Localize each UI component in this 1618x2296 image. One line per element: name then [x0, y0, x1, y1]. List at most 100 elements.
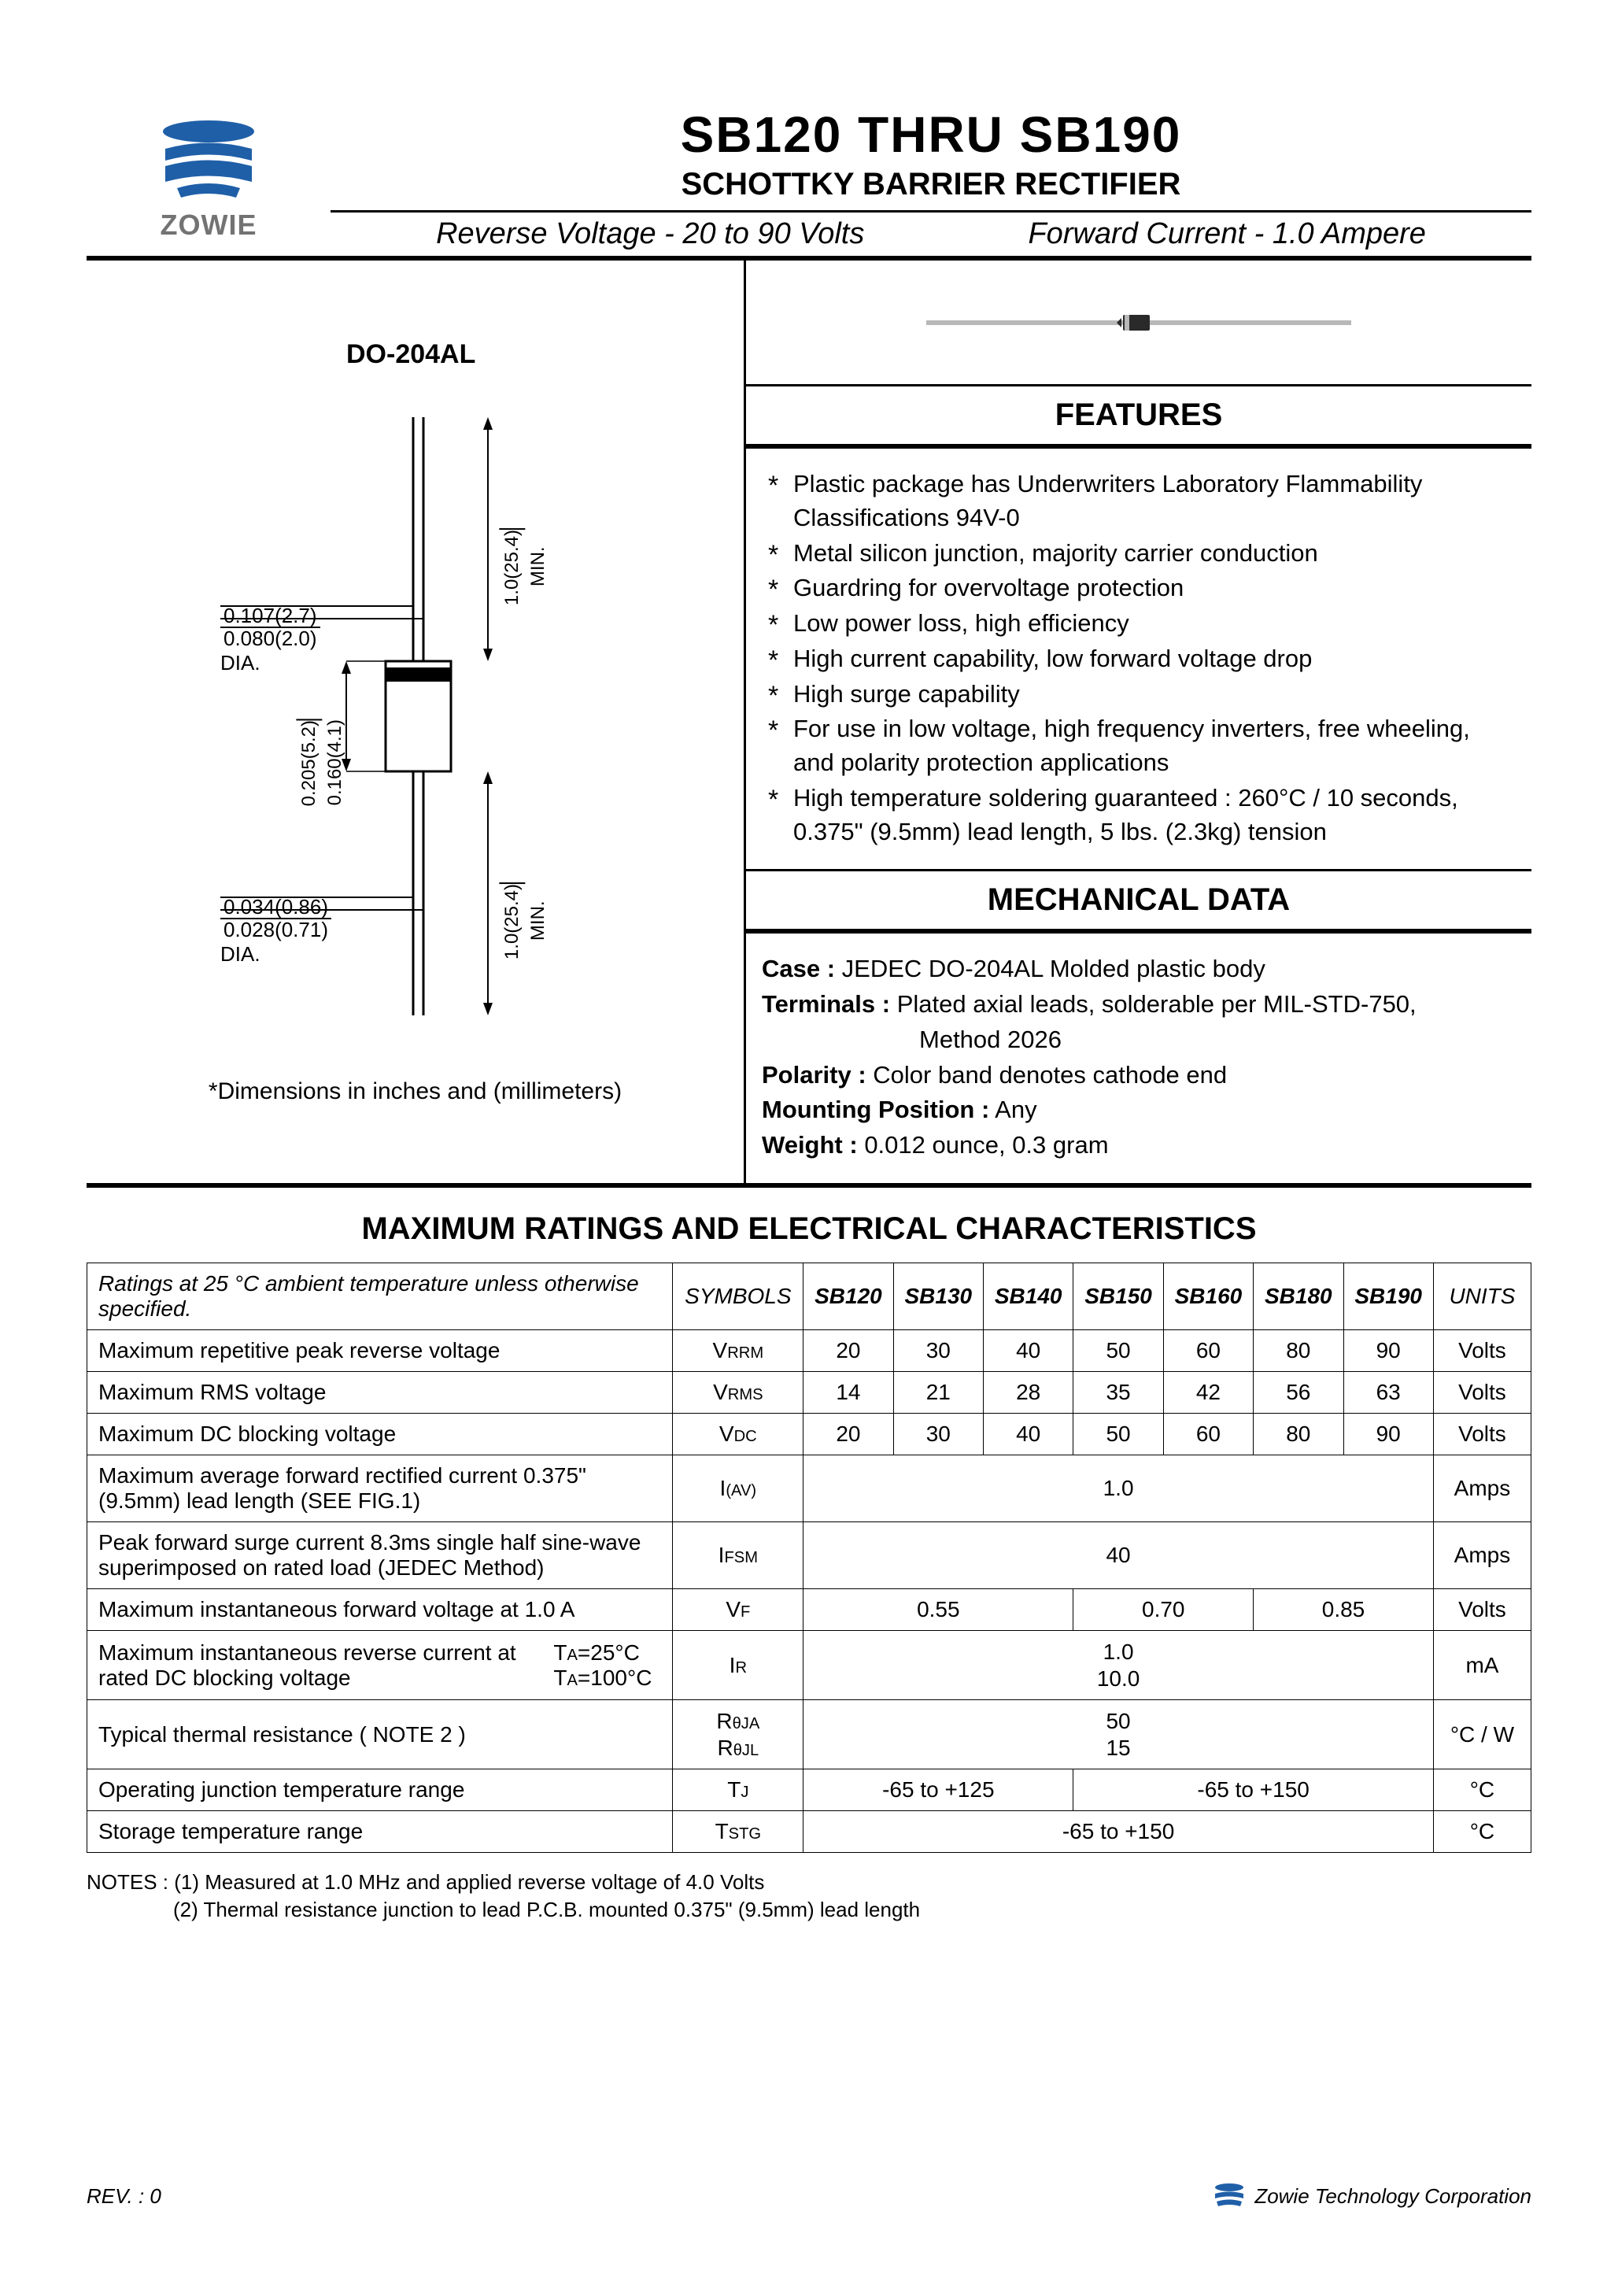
package-column: DO-204AL — [87, 261, 746, 1183]
datasheet-page: ZOWIE SB120 THRU SB190 SCHOTTKY BARRIER … — [0, 0, 1618, 2296]
features-body: Plastic package has Underwriters Laborat… — [746, 449, 1531, 869]
table-row: Peak forward surge current 8.3ms single … — [87, 1522, 1531, 1589]
package-name: DO-204AL — [346, 339, 728, 370]
table-row: Maximum average forward rectified curren… — [87, 1455, 1531, 1522]
symbol-cell: TSTG — [673, 1811, 803, 1853]
symbol-cell: IR — [673, 1631, 803, 1700]
value-cell: 42 — [1163, 1372, 1253, 1414]
value-cell: 1.0 — [803, 1455, 1434, 1522]
symbol-cell: RθJARθJL — [673, 1700, 803, 1769]
feature-item: Guardring for overvoltage protection — [762, 571, 1508, 605]
mechanical-body: Case : JEDEC DO-204AL Molded plastic bod… — [746, 934, 1531, 1183]
unit-cell: °C — [1433, 1811, 1531, 1853]
revision: REV. : 0 — [87, 2184, 161, 2209]
unit-cell: Volts — [1433, 1414, 1531, 1455]
ratings-title: MAXIMUM RATINGS AND ELECTRICAL CHARACTER… — [87, 1183, 1531, 1263]
title-block: SB120 THRU SB190 SCHOTTKY BARRIER RECTIF… — [331, 102, 1531, 256]
desc-cell: Maximum repetitive peak reverse voltage — [87, 1330, 673, 1372]
features-list: Plastic package has Underwriters Laborat… — [762, 468, 1508, 849]
dim-dia2-label: DIA. — [220, 942, 260, 966]
mechanical-title: MECHANICAL DATA — [746, 869, 1531, 934]
symbol-cell: VRRM — [673, 1330, 803, 1372]
logo-icon — [150, 117, 268, 204]
table-row: Maximum instantaneous reverse current at… — [87, 1631, 1531, 1700]
value-cell: 90 — [1343, 1330, 1433, 1372]
desc-cell: Peak forward surge current 8.3ms single … — [87, 1522, 673, 1589]
desc-cell: Operating junction temperature range — [87, 1769, 673, 1811]
logo: ZOWIE — [87, 102, 331, 256]
value-cell: 40 — [984, 1414, 1073, 1455]
unit-cell: °C / W — [1433, 1700, 1531, 1769]
value-cell: 1.010.0 — [803, 1631, 1434, 1700]
value-cell: 60 — [1163, 1330, 1253, 1372]
dim-body-width: 0.205(5.2)0.160(4.1) — [296, 719, 348, 806]
header: ZOWIE SB120 THRU SB190 SCHOTTKY BARRIER … — [87, 102, 1531, 261]
header-part: SB190 — [1343, 1263, 1433, 1330]
dim-dia-label: DIA. — [220, 651, 260, 675]
header-part: SB150 — [1073, 1263, 1163, 1330]
feature-item: High current capability, low forward vol… — [762, 642, 1508, 676]
feature-item: Plastic package has Underwriters Laborat… — [762, 468, 1508, 535]
header-units: UNITS — [1433, 1263, 1531, 1330]
value-cell: 50 — [1073, 1414, 1163, 1455]
value-cell: 5015 — [803, 1700, 1434, 1769]
desc-cell: Storage temperature range — [87, 1811, 673, 1853]
header-part: SB160 — [1163, 1263, 1253, 1330]
header-note-cell: Ratings at 25 °C ambient temperature unl… — [87, 1263, 673, 1330]
feature-item: High surge capability — [762, 678, 1508, 712]
dim-lead-dia: 0.107(2.7)0.080(2.0) DIA. — [220, 605, 320, 675]
feature-item: High temperature soldering guaranteed : … — [762, 782, 1508, 849]
value-cell: 0.85 — [1254, 1589, 1434, 1631]
table-row: Storage temperature rangeTSTG-65 to +150… — [87, 1811, 1531, 1853]
symbol-cell: VRMS — [673, 1372, 803, 1414]
desc-cell: Maximum instantaneous reverse current at… — [87, 1631, 673, 1700]
spec-row: Reverse Voltage - 20 to 90 Volts Forward… — [331, 210, 1531, 256]
value-cell: 50 — [1073, 1330, 1163, 1372]
mech-weight: Weight : 0.012 ounce, 0.3 gram — [762, 1129, 1508, 1163]
mech-mounting: Mounting Position : Any — [762, 1093, 1508, 1127]
footer: REV. : 0 Zowie Technology Corporation — [87, 2183, 1531, 2209]
value-cell: 30 — [893, 1330, 983, 1372]
spec-forward-current: Forward Current - 1.0 Ampere — [1028, 217, 1425, 251]
corp-text: Zowie Technology Corporation — [1254, 2184, 1531, 2209]
table-row: Maximum DC blocking voltageVDC2030405060… — [87, 1414, 1531, 1455]
logo-small-icon — [1212, 2183, 1247, 2209]
value-cell: 63 — [1343, 1372, 1433, 1414]
value-cell: 14 — [803, 1372, 893, 1414]
value-cell: 80 — [1254, 1330, 1343, 1372]
symbol-cell: I(AV) — [673, 1455, 803, 1522]
header-part: SB180 — [1254, 1263, 1343, 1330]
feature-item: Metal silicon junction, majority carrier… — [762, 537, 1508, 571]
mid-section: DO-204AL — [87, 261, 1531, 1183]
header-part: SB140 — [984, 1263, 1073, 1330]
value-cell: -65 to +150 — [803, 1811, 1434, 1853]
note-1: NOTES : (1) Measured at 1.0 MHz and appl… — [87, 1869, 1531, 1896]
component-photo — [746, 261, 1531, 386]
features-title: FEATURES — [746, 386, 1531, 449]
unit-cell: Volts — [1433, 1589, 1531, 1631]
symbol-cell: IFSM — [673, 1522, 803, 1589]
package-drawing — [102, 401, 732, 1047]
unit-cell: Volts — [1433, 1330, 1531, 1372]
dim-bot-lead-len: 1.0(25.4)MIN. — [499, 882, 551, 959]
mech-case: Case : JEDEC DO-204AL Molded plastic bod… — [762, 952, 1508, 986]
value-cell: 60 — [1163, 1414, 1253, 1455]
value-cell: 40 — [984, 1330, 1073, 1372]
table-row: Typical thermal resistance ( NOTE 2 )RθJ… — [87, 1700, 1531, 1769]
desc-cell: Maximum DC blocking voltage — [87, 1414, 673, 1455]
notes-block: NOTES : (1) Measured at 1.0 MHz and appl… — [87, 1869, 1531, 1924]
header-part: SB130 — [893, 1263, 983, 1330]
dim-top-lead-len: 1.0(25.4)MIN. — [499, 528, 551, 605]
value-cell: -65 to +125 — [803, 1769, 1073, 1811]
value-cell: 20 — [803, 1414, 893, 1455]
logo-brand-text: ZOWIE — [161, 209, 257, 242]
value-cell: 35 — [1073, 1372, 1163, 1414]
unit-cell: mA — [1433, 1631, 1531, 1700]
feature-item: Low power loss, high efficiency — [762, 607, 1508, 641]
value-cell: 20 — [803, 1330, 893, 1372]
value-cell: 80 — [1254, 1414, 1343, 1455]
part-subtitle: SCHOTTKY BARRIER RECTIFIER — [682, 167, 1181, 202]
value-cell: 0.55 — [803, 1589, 1073, 1631]
feature-item: For use in low voltage, high frequency i… — [762, 712, 1508, 780]
mech-terminals-2: Method 2026 — [762, 1023, 1508, 1057]
